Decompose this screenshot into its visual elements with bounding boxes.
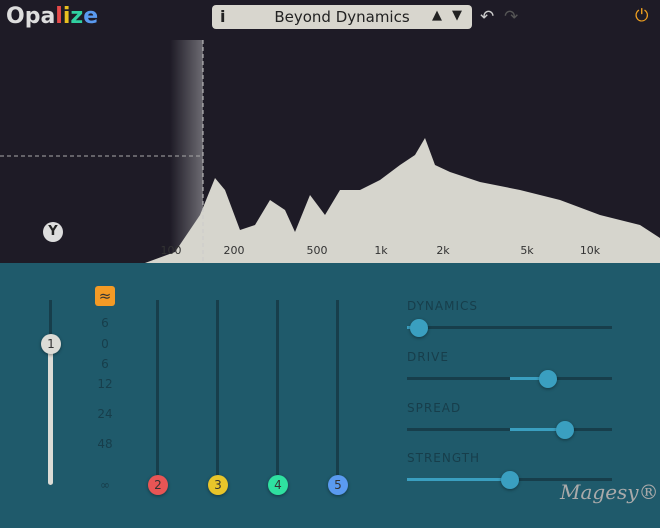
channel-knob-2[interactable]: 2: [148, 475, 168, 495]
redo-icon[interactable]: ↷: [504, 7, 519, 27]
param-label-strength: STRENGTH: [407, 451, 481, 465]
freq-label: 200: [223, 244, 245, 257]
db-scale-label: ∞: [100, 478, 110, 492]
channel-track[interactable]: [276, 300, 279, 485]
param-fill: [509, 428, 565, 431]
spectrum-panel: Opalize i Beyond Dynamics ▲ ▼ ↶ ↷ ⏻ Y 10…: [0, 0, 660, 263]
logo: Opalize: [6, 4, 98, 29]
freq-label: 100: [160, 244, 182, 257]
preset-prev-button[interactable]: ▲: [432, 8, 442, 23]
freq-label: 500: [306, 244, 328, 257]
param-knob-dynamics[interactable]: [410, 318, 429, 337]
spectrum-fill: [145, 138, 660, 263]
tuning-fork-icon[interactable]: Y: [43, 222, 63, 242]
spectrum-graph: [0, 40, 660, 263]
param-knob-strength[interactable]: [500, 470, 519, 489]
freq-label: 2k: [436, 244, 450, 257]
param-knob-drive[interactable]: [539, 369, 558, 388]
filter-toggle-icon[interactable]: ≈: [95, 286, 115, 306]
freq-label: 5k: [520, 244, 534, 257]
logo-letter: l: [55, 4, 63, 29]
channel-fill: [48, 344, 53, 485]
channel-knob-3[interactable]: 3: [208, 475, 228, 495]
db-scale-label: 6: [101, 357, 109, 371]
preset-name[interactable]: Beyond Dynamics: [274, 8, 410, 26]
param-track-dynamics[interactable]: [407, 326, 612, 329]
channel-track[interactable]: [216, 300, 219, 485]
channel-knob-4[interactable]: 4: [268, 475, 288, 495]
db-scale-label: 24: [97, 407, 113, 421]
logo-letter: z: [70, 4, 84, 29]
db-scale-label: 6: [101, 316, 109, 330]
db-scale-label: 0: [101, 337, 109, 351]
undo-icon[interactable]: ↶: [480, 7, 495, 27]
db-scale-label: 12: [97, 377, 113, 391]
freq-label: 10k: [579, 244, 601, 257]
param-label-dynamics: DYNAMICS: [407, 299, 478, 313]
param-fill: [509, 377, 549, 380]
info-button[interactable]: i: [220, 7, 226, 26]
preset-next-button[interactable]: ▼: [452, 8, 462, 23]
param-label-drive: DRIVE: [407, 350, 449, 364]
param-label-spread: SPREAD: [407, 401, 462, 415]
watermark: Magesy®: [560, 480, 659, 504]
freq-label: 1k: [374, 244, 388, 257]
channel-track[interactable]: [156, 300, 159, 485]
channel-track[interactable]: [336, 300, 339, 485]
channel-knob-5[interactable]: 5: [328, 475, 348, 495]
param-knob-spread[interactable]: [555, 420, 574, 439]
channel-knob-1[interactable]: 1: [41, 334, 61, 355]
db-scale-label: 48: [97, 437, 113, 451]
logo-letter: i: [62, 4, 71, 29]
preset-selector[interactable]: i Beyond Dynamics ▲ ▼: [212, 5, 472, 29]
power-icon[interactable]: ⏻: [635, 6, 649, 26]
logo-letter: e: [83, 4, 99, 29]
logo-letter: Opa: [6, 4, 56, 29]
param-fill: [407, 478, 510, 481]
